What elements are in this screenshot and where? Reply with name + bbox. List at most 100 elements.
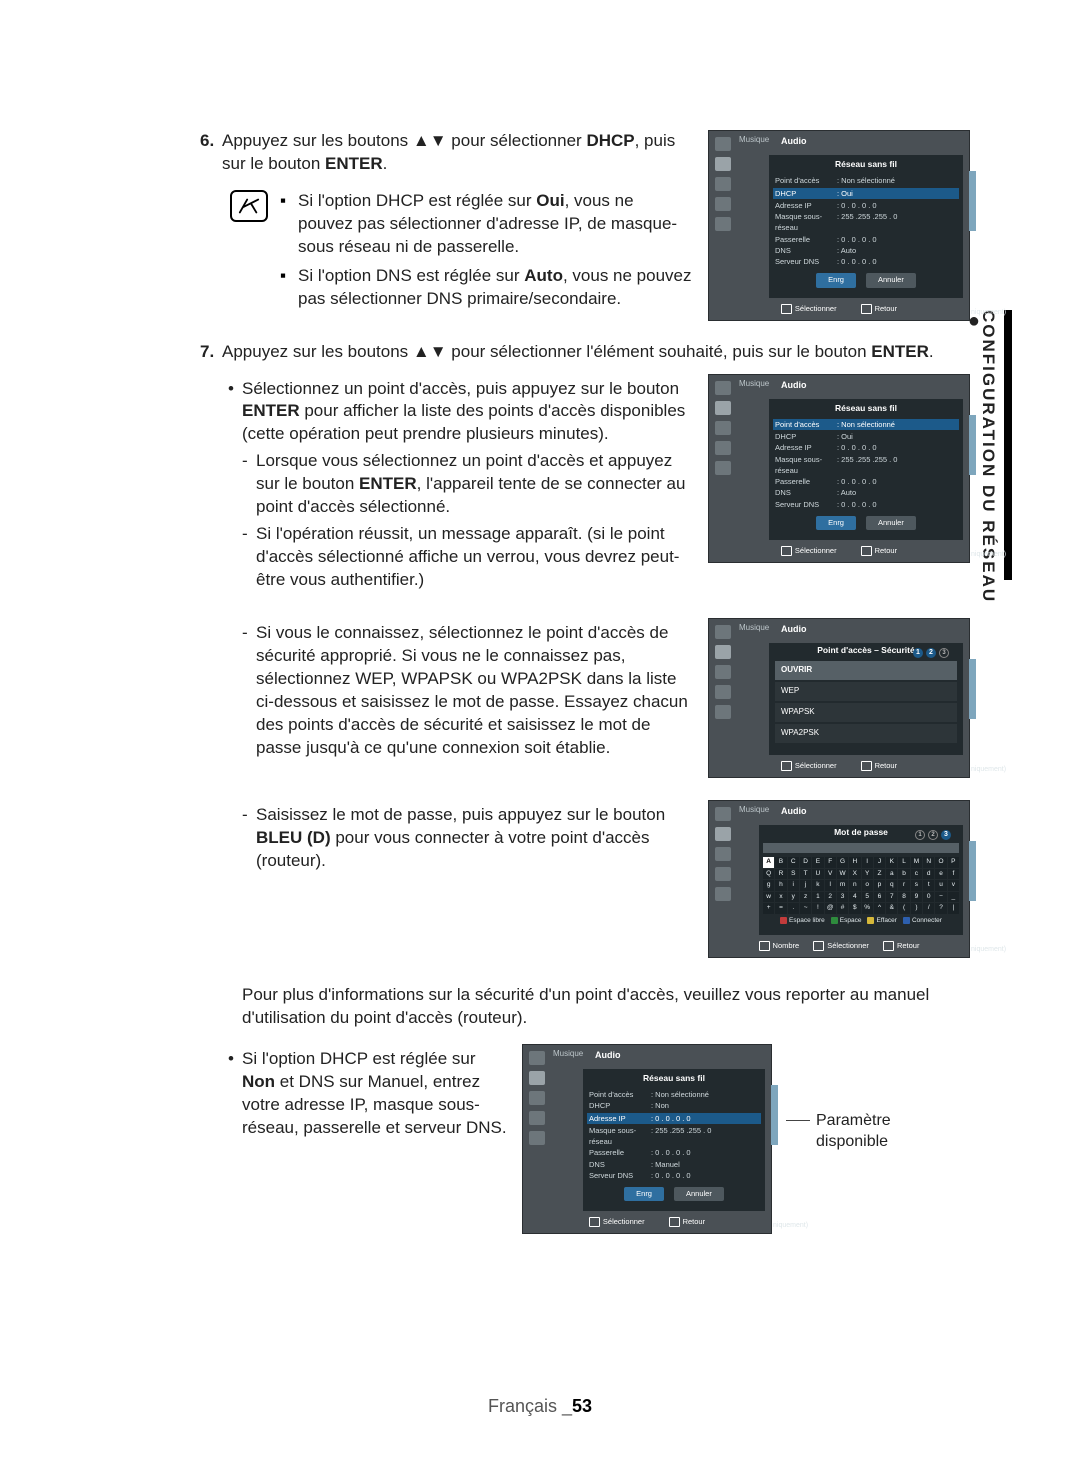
- footer-sep: _: [562, 1396, 572, 1416]
- osd-v: : 0 . 0 . 0 . 0: [837, 476, 957, 487]
- osd-k: Serveur DNS: [775, 256, 837, 267]
- t: Effacer: [876, 917, 896, 924]
- osd-k: Passerelle: [775, 476, 837, 487]
- t: pour sélectionner l'élément souhaité, pu…: [447, 342, 872, 361]
- kw-enter: ENTER: [359, 474, 417, 493]
- square-bullet-icon: ▪: [280, 190, 290, 259]
- osd-title: Réseau sans fil: [775, 159, 957, 170]
- osd-k: DHCP: [775, 431, 837, 442]
- osd-foot: Sélectionner: [781, 304, 837, 314]
- osd-k: Point d'accès: [775, 419, 837, 430]
- side-section-label: CONFIGURATION DU RÉSEAU: [978, 310, 998, 603]
- osd-cancel-button: Annuler: [866, 516, 916, 530]
- b1: Sélectionnez un point d'accès, puis appu…: [242, 378, 692, 447]
- osd-v: : 255 .255 .255 . 0: [837, 211, 957, 234]
- note-block: ▪Si l'option DHCP est réglée sur Oui, vo…: [230, 190, 692, 317]
- osd-foot: Sélectionner: [589, 1217, 645, 1227]
- t: Si l'option DNS est réglée sur: [298, 266, 524, 285]
- osd-tab-active: Audio: [781, 623, 807, 635]
- d4: Saisissez le mot de passe, puis appuyez …: [256, 804, 692, 873]
- osd-k: DNS: [775, 245, 837, 256]
- step-7-block-1: •Sélectionnez un point d'accès, puis app…: [228, 374, 970, 596]
- t: et DNS sur Manuel, entrez votre adresse …: [242, 1072, 507, 1137]
- osd-k: Passerelle: [775, 234, 837, 245]
- osd-k: Passerelle: [589, 1147, 651, 1158]
- osd-v: : Auto: [837, 245, 957, 256]
- osd-k: Serveur DNS: [589, 1170, 651, 1181]
- osd-k: Masque sous-réseau: [589, 1125, 651, 1148]
- t: disponible: [816, 1133, 888, 1150]
- bullet-icon: •: [228, 1048, 242, 1140]
- square-bullet-icon: ▪: [280, 265, 290, 311]
- kw-non: Non: [242, 1072, 275, 1091]
- osd-tab: Musique: [739, 135, 769, 146]
- osd-screenshot-dhcp-oui: Musique Audio niquement) Réseau sans fil…: [708, 130, 970, 321]
- osd-tab-active: Audio: [595, 1049, 621, 1061]
- osd-save-button: Enrg: [816, 273, 856, 287]
- osd-k: Adresse IP: [775, 442, 837, 453]
- footer-page-number: 53: [572, 1396, 592, 1416]
- t: Saisissez le mot de passe, puis appuyez …: [256, 805, 665, 824]
- osd-k: Point d'accès: [775, 175, 837, 186]
- osd-v: : 255 .255 .255 . 0: [651, 1125, 759, 1148]
- osd-k: Adresse IP: [589, 1113, 651, 1124]
- osd-tab: Musique: [553, 1049, 583, 1060]
- arrows-icon: ▲▼: [413, 131, 447, 150]
- osd-tab: Musique: [739, 805, 769, 816]
- step-6-number: 6.: [200, 130, 222, 153]
- b2: Si l'option DHCP est réglée sur Non et D…: [242, 1048, 508, 1140]
- sec-option: WEP: [775, 682, 957, 701]
- osd-cancel-button: Annuler: [866, 273, 916, 287]
- osd-title: Réseau sans fil: [589, 1073, 759, 1084]
- kw-enter: ENTER: [325, 154, 383, 173]
- osd-cancel-button: Annuler: [674, 1187, 724, 1201]
- osd-keyboard: ABCDEFGHIJKLMNOPQRSTUVWXYZabcdefghijklmn…: [763, 857, 959, 914]
- osd-k: Adresse IP: [775, 200, 837, 211]
- osd-v: : Non sélectionné: [651, 1089, 759, 1100]
- t: Si l'option DHCP est réglée sur: [242, 1049, 475, 1068]
- kw-blue: BLEU (D): [256, 828, 331, 847]
- osd-tab: Musique: [739, 379, 769, 390]
- note-1: Si l'option DHCP est réglée sur Oui, vou…: [298, 190, 692, 259]
- osd-title: Mot de passe 123: [763, 827, 959, 838]
- t: .: [383, 154, 388, 173]
- osd-v: : 0 . 0 . 0 . 0: [837, 256, 957, 267]
- osd-screenshot-ap: Musique Audio niquement) Réseau sans fil…: [708, 374, 970, 564]
- t: .: [929, 342, 934, 361]
- t: Paramètre: [816, 1112, 891, 1129]
- osd-foot: Retour: [669, 1217, 706, 1227]
- page-footer: Français _53: [0, 1396, 1080, 1417]
- step-6-row: 6. Appuyez sur les boutons ▲▼ pour sélec…: [200, 130, 970, 335]
- osd-v: : 0 . 0 . 0 . 0: [837, 234, 957, 245]
- osd-side-text: niquement): [773, 1222, 815, 1229]
- leader-line-icon: [786, 1120, 810, 1121]
- osd-foot: Nombre: [759, 941, 800, 951]
- step-7-block-2: -Si vous le connaissez, sélectionnez le …: [228, 618, 970, 778]
- osd-foot: Sélectionner: [813, 941, 869, 951]
- osd-side-text: niquement): [971, 946, 1013, 953]
- dash-icon: -: [242, 804, 256, 873]
- t: pour sélectionner: [447, 131, 587, 150]
- arrows-icon: ▲▼: [413, 342, 447, 361]
- sec-option: WPAPSK: [775, 703, 957, 722]
- osd-v: : 0 . 0 . 0 . 0: [837, 200, 957, 211]
- osd-v: : 255 .255 .255 . 0: [837, 454, 957, 477]
- osd-color-buttons: Espace libre Espace Effacer Connecter: [763, 917, 959, 926]
- step-7-block-3: -Saisissez le mot de passe, puis appuyez…: [228, 800, 970, 958]
- osd-tab: Musique: [739, 623, 769, 634]
- osd-v: : 0 . 0 . 0 . 0: [651, 1147, 759, 1158]
- side-thumb-bar: [1004, 310, 1012, 580]
- step-indicator: 123: [913, 648, 949, 658]
- osd-tab-active: Audio: [781, 379, 807, 391]
- step-indicator: 123: [915, 830, 951, 840]
- osd-title: Point d'accès – Sécurité 123: [775, 645, 957, 656]
- osd-tab-active: Audio: [781, 805, 807, 817]
- osd-foot: Sélectionner: [781, 546, 837, 556]
- osd-foot: Retour: [883, 941, 920, 951]
- t: Mot de passe: [834, 827, 888, 837]
- step-6-text: Appuyez sur les boutons ▲▼ pour sélectio…: [222, 130, 692, 176]
- dash-icon: -: [242, 450, 256, 519]
- t: Appuyez sur les boutons: [222, 131, 413, 150]
- osd-screenshot-dhcp-non: Musique Audio niquement) Réseau sans fil…: [522, 1044, 772, 1235]
- osd-v: : Auto: [837, 487, 957, 498]
